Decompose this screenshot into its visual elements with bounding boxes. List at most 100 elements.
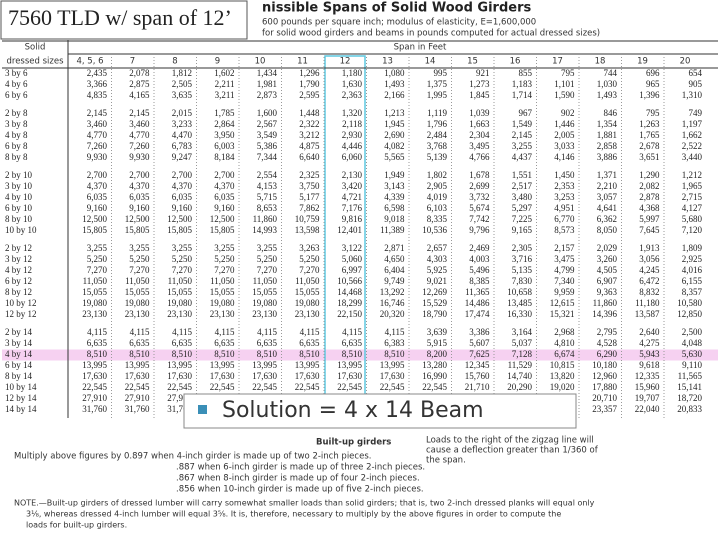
cell-value: 995: [434, 68, 448, 78]
cell-value: 8,050: [597, 225, 618, 235]
cell-value: 4,016: [682, 265, 703, 275]
cell-value: 2,699: [469, 181, 490, 191]
cell-value: 6,404: [384, 265, 405, 275]
cell-value: 905: [689, 79, 703, 89]
cell-value: 4,115: [130, 327, 150, 337]
cell-value: 4,770: [129, 130, 150, 140]
cell-value: 6,003: [214, 141, 235, 151]
cell-value: 3,366: [87, 79, 108, 89]
cell-value: 1,493: [597, 90, 618, 100]
cell-value: 17,630: [337, 371, 362, 381]
cell-value: 9,165: [512, 225, 533, 235]
cell-value: 6,674: [554, 349, 575, 359]
cell-value: 15,141: [677, 382, 702, 392]
cell-value: 22,040: [635, 404, 660, 414]
cell-value: 19,080: [252, 298, 277, 308]
cell-value: 2,700: [129, 170, 150, 180]
cell-value: 3,495: [469, 141, 490, 151]
cell-value: 5,060: [342, 254, 363, 264]
cell-value: 654: [689, 68, 703, 78]
cell-value: 11,050: [295, 276, 320, 286]
cell-value: 8,184: [214, 152, 235, 162]
cell-value: 9,160: [87, 203, 108, 213]
cell-value: 1,493: [384, 79, 405, 89]
cell-value: 8,385: [469, 276, 490, 286]
cell-value: 10,759: [295, 214, 320, 224]
cell-value: 4,339: [384, 192, 405, 202]
cell-value: 13,995: [167, 360, 192, 370]
cell-value: 4,770: [87, 130, 108, 140]
cell-value: 4,303: [427, 254, 448, 264]
cell-value: 1,913: [639, 243, 660, 253]
cell-value: 1,450: [554, 170, 575, 180]
cell-value: 3,260: [597, 254, 618, 264]
cell-value: 9,247: [172, 152, 193, 162]
cell-value: 1,945: [384, 119, 405, 129]
cell-value: 4,370: [87, 181, 108, 191]
cell-value: 23,130: [167, 309, 192, 319]
cell-value: 15,055: [295, 287, 320, 297]
cell-value: 10,566: [337, 276, 362, 286]
cell-value: 7,862: [299, 203, 319, 213]
cell-value: 2,517: [512, 181, 533, 191]
solution-box: [183, 393, 577, 429]
cell-value: 12,500: [82, 214, 107, 224]
cell-value: 3,460: [129, 119, 150, 129]
cell-value: 3,253: [554, 192, 575, 202]
cell-value: 2,325: [299, 170, 320, 180]
cell-value: 4,721: [342, 192, 362, 202]
span-label: 13: [382, 57, 393, 67]
cell-value: 11,365: [465, 287, 490, 297]
cell-value: 1,630: [342, 79, 363, 89]
cell-value: 4,146: [554, 152, 575, 162]
cell-value: 11,565: [678, 371, 703, 381]
cell-value: 7,645: [639, 225, 660, 235]
cell-value: 9,021: [427, 276, 447, 286]
cell-value: 3,768: [427, 141, 448, 151]
cell-value: 6,290: [597, 349, 618, 359]
cell-value: 1,551: [512, 170, 532, 180]
cell-value: 902: [561, 108, 575, 118]
cell-value: 1,949: [384, 170, 405, 180]
cell-value: 2,363: [342, 90, 363, 100]
cell-value: 15,055: [125, 287, 150, 297]
cell-value: 2,925: [682, 254, 703, 264]
cell-value: 9,749: [384, 276, 405, 286]
deflection-note: the span.: [426, 456, 466, 466]
cell-value: 23,130: [210, 309, 235, 319]
cell-value: 1,197: [682, 119, 703, 129]
cell-value: 23,130: [295, 309, 320, 319]
cell-value: 12,269: [422, 287, 447, 297]
cell-value: 5,139: [427, 152, 448, 162]
size-label: 6 by 10: [5, 203, 33, 213]
cell-value: 7,625: [469, 349, 490, 359]
cell-value: 6,035: [172, 192, 193, 202]
cell-value: 12,500: [125, 214, 150, 224]
cell-value: 5,943: [639, 349, 660, 359]
cell-value: 4,650: [384, 254, 405, 264]
cell-value: 6,472: [639, 276, 659, 286]
cell-value: 27,910: [167, 393, 192, 403]
cell-value: 4,115: [87, 327, 107, 337]
cell-value: 22,545: [125, 382, 150, 392]
cell-value: 1,785: [214, 108, 235, 118]
cell-value: 855: [519, 68, 533, 78]
cell-value: 1,663: [469, 119, 490, 129]
cell-value: 8,573: [554, 225, 575, 235]
cell-value: 1,320: [342, 108, 363, 118]
cell-value: 4,019: [427, 192, 448, 202]
cell-value: 5,997: [639, 214, 660, 224]
cell-value: 10,815: [550, 360, 575, 370]
cell-value: 9,959: [554, 287, 575, 297]
cell-value: 19,080: [167, 298, 192, 308]
cell-value: 2,871: [384, 243, 404, 253]
cell-value: 2,858: [597, 141, 618, 151]
cell-value: 14,396: [592, 309, 617, 319]
size-label: 2 by 12: [5, 243, 32, 253]
cell-value: 6,103: [427, 203, 448, 213]
cell-value: 4,799: [554, 265, 575, 275]
cell-value: 1,802: [427, 170, 447, 180]
cell-value: 2,640: [639, 327, 660, 337]
cell-value: 4,446: [342, 141, 363, 151]
cell-value: 8,510: [129, 349, 150, 359]
